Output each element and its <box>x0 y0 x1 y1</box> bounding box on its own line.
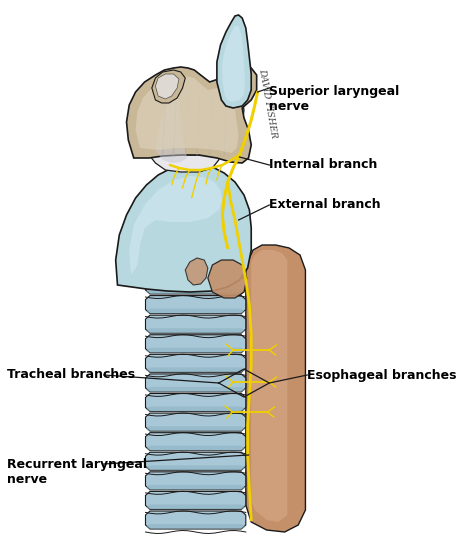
Polygon shape <box>185 258 208 285</box>
Polygon shape <box>146 354 246 372</box>
Polygon shape <box>152 70 185 103</box>
Polygon shape <box>222 26 245 102</box>
Polygon shape <box>146 289 246 294</box>
Polygon shape <box>146 276 246 294</box>
Polygon shape <box>146 446 246 450</box>
Polygon shape <box>146 524 246 529</box>
Polygon shape <box>146 511 246 529</box>
Text: External branch: External branch <box>269 199 381 211</box>
Polygon shape <box>246 245 305 532</box>
Polygon shape <box>146 465 246 470</box>
Polygon shape <box>146 367 246 372</box>
Polygon shape <box>146 394 246 412</box>
Text: DAVID FISHER: DAVID FISHER <box>257 68 278 139</box>
Polygon shape <box>146 387 246 392</box>
Polygon shape <box>146 328 246 333</box>
Polygon shape <box>146 295 246 313</box>
Polygon shape <box>129 176 222 275</box>
Text: Esophageal branches: Esophageal branches <box>307 369 457 382</box>
Polygon shape <box>116 164 251 292</box>
Polygon shape <box>146 452 246 470</box>
Polygon shape <box>146 413 246 431</box>
Polygon shape <box>127 67 256 163</box>
Polygon shape <box>146 348 246 353</box>
Polygon shape <box>146 485 246 490</box>
Polygon shape <box>146 432 246 450</box>
Polygon shape <box>146 335 246 353</box>
Polygon shape <box>146 491 246 509</box>
Polygon shape <box>208 260 246 298</box>
Text: Internal branch: Internal branch <box>269 158 378 171</box>
Polygon shape <box>146 505 246 509</box>
Text: Recurrent laryngeal
nerve: Recurrent laryngeal nerve <box>7 458 147 486</box>
Polygon shape <box>146 374 246 392</box>
Polygon shape <box>146 407 246 412</box>
Polygon shape <box>136 76 246 153</box>
Polygon shape <box>146 308 246 313</box>
Polygon shape <box>251 250 287 522</box>
Text: Superior laryngeal
nerve: Superior laryngeal nerve <box>269 85 400 113</box>
Polygon shape <box>146 426 246 431</box>
Text: Tracheal branches: Tracheal branches <box>7 369 136 382</box>
Polygon shape <box>217 15 251 108</box>
Polygon shape <box>146 315 246 333</box>
Polygon shape <box>155 92 187 163</box>
Polygon shape <box>146 472 246 490</box>
Polygon shape <box>149 88 244 172</box>
Polygon shape <box>155 74 179 99</box>
